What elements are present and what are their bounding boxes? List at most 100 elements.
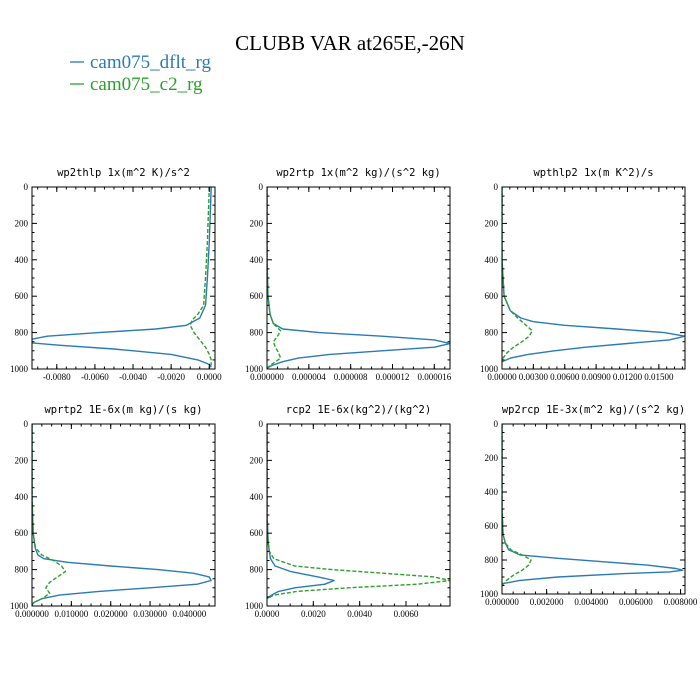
y-tick-label: 600 bbox=[485, 291, 499, 301]
series-line-dflt bbox=[32, 187, 212, 368]
panel-6: wp2rcp 1E-3x(m^2 kg)/(s^2 kg)0 200 400 600 8… bbox=[480, 404, 698, 607]
y-tick-label: 600 bbox=[15, 528, 29, 538]
x-tick-label: 0.000000 bbox=[15, 609, 49, 619]
x-tick-label: 0.00000 bbox=[487, 372, 517, 382]
series-line-dflt bbox=[32, 424, 212, 606]
x-tick-label: 0.00600 bbox=[550, 372, 580, 382]
x-tick-label: 0.0060 bbox=[394, 609, 419, 619]
x-tick-label: 0.01500 bbox=[644, 372, 674, 382]
series-line-c2 bbox=[502, 187, 533, 362]
y-tick-label: 800 bbox=[485, 328, 499, 338]
panel-3: wpthlp2 1x(m K^2)/s020040060080010000.00… bbox=[480, 167, 686, 382]
series-line-dflt bbox=[267, 424, 335, 600]
x-tick-label: 0.000000 bbox=[485, 597, 519, 607]
y-tick-label: 0 bbox=[259, 182, 264, 192]
x-tick-label: 0.002000 bbox=[530, 597, 564, 607]
y-tick-label: 400 bbox=[485, 487, 499, 497]
y-tick-label: 600 bbox=[250, 528, 264, 538]
y-tick-label: 400 bbox=[15, 492, 29, 502]
y-tick-label: 600 bbox=[15, 291, 29, 301]
y-tick-label: 0 bbox=[24, 419, 29, 429]
panel-5: rcp2 1E-6x(kg^2)/(kg^2) 0 200 400 600 800 1000… bbox=[245, 404, 451, 619]
y-tick-label: 1000 bbox=[245, 364, 264, 374]
y-tick-label: 800 bbox=[250, 328, 264, 338]
y-tick-label: 1000 bbox=[245, 601, 264, 611]
x-tick-label: 0.0000 bbox=[197, 372, 222, 382]
x-tick-label: 0.006000 bbox=[619, 597, 653, 607]
x-tick-label: 0.000012 bbox=[376, 372, 410, 382]
x-tick-label: 0.0020 bbox=[301, 609, 326, 619]
panel-title: wp2rcp 1E-3x(m^2 kg)/(s^2 kg) bbox=[502, 404, 685, 416]
panel-1: wp2thlp 1x(m^2 K)/s^2 0 200 400 600 800 1000 -0… bbox=[10, 167, 222, 382]
x-tick-label: 0.00900 bbox=[581, 372, 611, 382]
series-line-c2 bbox=[189, 187, 212, 368]
panel-title: wprtp2 1E-6x(m kg)/(s kg) bbox=[44, 404, 202, 416]
series-line-c2 bbox=[267, 187, 282, 369]
x-tick-label: 0.000008 bbox=[334, 372, 368, 382]
panels: wp2thlp 1x(m^2 K)/s^2 0 200 400 600 800 1000 -0… bbox=[10, 167, 698, 619]
y-tick-label: 200 bbox=[250, 455, 264, 465]
series-line-dflt bbox=[502, 424, 684, 585]
panel-title: wp2rtp 1x(m^2 kg)/(s^2 kg) bbox=[276, 167, 440, 179]
figure-title: CLUBB VAR at265E,-26N bbox=[235, 31, 465, 55]
y-tick-label: 1000 bbox=[10, 364, 29, 374]
x-tick-label: 0.00300 bbox=[519, 372, 549, 382]
legend-label-c2: cam075_c2_rg bbox=[90, 74, 203, 95]
x-tick-label: 0.010000 bbox=[54, 609, 88, 619]
x-tick-label: 0.004000 bbox=[574, 597, 608, 607]
y-tick-label: 0 bbox=[259, 419, 264, 429]
y-tick-label: 800 bbox=[15, 565, 29, 575]
y-tick-label: 200 bbox=[250, 218, 264, 228]
panel-title: wpthlp2 1x(m K^2)/s bbox=[533, 167, 653, 179]
y-tick-label: 1000 bbox=[480, 589, 499, 599]
y-tick-label: 0 bbox=[24, 182, 29, 192]
x-tick-label: 0.01200 bbox=[613, 372, 643, 382]
series-line-dflt bbox=[502, 187, 685, 363]
series-line-c2 bbox=[32, 424, 67, 604]
panel-title: wp2thlp 1x(m^2 K)/s^2 bbox=[57, 167, 190, 179]
plot-frame bbox=[266, 186, 451, 370]
y-tick-label: 600 bbox=[485, 521, 499, 531]
y-tick-label: 400 bbox=[485, 255, 499, 265]
y-tick-label: 400 bbox=[250, 255, 264, 265]
series-line-dflt bbox=[267, 187, 450, 369]
y-tick-label: 800 bbox=[250, 565, 264, 575]
y-tick-label: 200 bbox=[485, 218, 499, 228]
y-tick-label: 200 bbox=[15, 218, 29, 228]
y-tick-label: 1000 bbox=[480, 364, 499, 374]
y-tick-label: 600 bbox=[250, 291, 264, 301]
x-tick-label: -0.0020 bbox=[157, 372, 185, 382]
panel-4: wprtp2 1E-6x(m kg)/(s kg) 0 200 400 600 800 10… bbox=[10, 404, 216, 619]
y-tick-label: 800 bbox=[485, 555, 499, 565]
x-tick-label: 0.000016 bbox=[417, 372, 451, 382]
legend: cam075_dflt_rg cam075_c2_rg bbox=[70, 52, 212, 95]
y-tick-label: 1000 bbox=[10, 601, 29, 611]
x-tick-label: 0.008000 bbox=[664, 597, 698, 607]
y-tick-label: 400 bbox=[15, 255, 29, 265]
x-tick-label: 0.030000 bbox=[133, 609, 167, 619]
plot-frame bbox=[266, 423, 451, 607]
plot-frame bbox=[31, 423, 216, 607]
y-tick-label: 200 bbox=[485, 453, 499, 463]
legend-label-dflt: cam075_dflt_rg bbox=[90, 52, 212, 73]
x-tick-label: -0.0080 bbox=[43, 372, 71, 382]
y-tick-label: 800 bbox=[15, 328, 29, 338]
y-tick-label: 0 bbox=[494, 419, 499, 429]
x-tick-label: -0.0040 bbox=[119, 372, 147, 382]
x-tick-label: 0.000004 bbox=[292, 372, 326, 382]
panel-title: rcp2 1E-6x(kg^2)/(kg^2) bbox=[286, 404, 431, 416]
x-tick-label: 0.0040 bbox=[347, 609, 372, 619]
series-line-c2 bbox=[502, 424, 532, 586]
x-tick-label: -0.0060 bbox=[81, 372, 109, 382]
y-tick-label: 200 bbox=[15, 455, 29, 465]
x-tick-label: 0.020000 bbox=[94, 609, 128, 619]
panel-2: wp2rtp 1x(m^2 kg)/(s^2 kg) 0 200 400 600 800 1… bbox=[245, 167, 452, 382]
y-tick-label: 0 bbox=[494, 182, 499, 192]
x-tick-label: 0.000000 bbox=[250, 372, 284, 382]
y-tick-label: 400 bbox=[250, 492, 264, 502]
series-line-c2 bbox=[267, 424, 450, 600]
plot-frame bbox=[501, 186, 686, 370]
x-tick-label: 0.0000 bbox=[255, 609, 280, 619]
x-tick-label: 0.040000 bbox=[173, 609, 207, 619]
